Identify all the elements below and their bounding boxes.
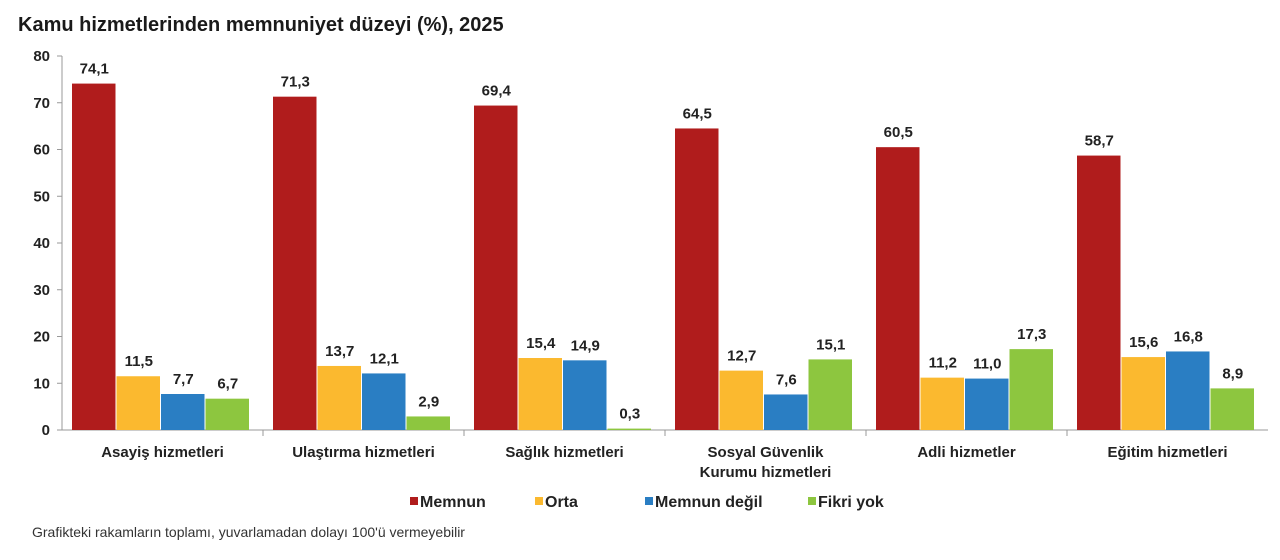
bar-orta [317, 365, 361, 430]
data-label: 71,3 [281, 74, 310, 91]
bar-fikri-yok [607, 428, 651, 430]
bar-memnun-değil [362, 373, 406, 430]
data-label: 2,9 [418, 393, 439, 410]
data-label: 17,3 [1017, 326, 1046, 343]
data-label: 7,6 [776, 371, 797, 388]
data-label: 13,7 [325, 343, 354, 360]
legend-label: Memnun değil [655, 494, 763, 511]
bar-orta [920, 377, 964, 430]
category-label: Asayiş hizmetleri [101, 444, 224, 461]
category-label: Sağlık hizmetleri [505, 444, 623, 461]
y-tick-label: 30 [33, 282, 50, 299]
bar-fikri-yok [808, 359, 852, 430]
data-label: 69,4 [482, 83, 512, 100]
bar-orta [518, 358, 562, 430]
bar-memnun-değil [1166, 351, 1210, 430]
bar-orta [1121, 357, 1165, 430]
category-label: Kurumu hizmetleri [700, 464, 832, 481]
y-tick-label: 70 [33, 95, 50, 112]
category-label: Sosyal Güvenlik [708, 444, 825, 461]
category-label: Ulaştırma hizmetleri [292, 444, 435, 461]
y-tick-label: 20 [33, 329, 50, 346]
legend-label: Orta [545, 494, 578, 511]
bar-memnun [876, 147, 920, 430]
bar-memnun [675, 128, 719, 430]
bar-fikri-yok [205, 398, 249, 430]
legend-swatch [535, 497, 543, 505]
bar-fikri-yok [1009, 349, 1053, 430]
bar-memnun [474, 105, 518, 431]
category-label: Eğitim hizmetleri [1107, 444, 1227, 461]
data-label: 7,7 [173, 371, 194, 388]
data-label: 11,2 [929, 355, 957, 372]
legend-swatch [645, 497, 653, 505]
legend-swatch [808, 497, 816, 505]
data-label: 14,9 [571, 337, 600, 354]
data-label: 60,5 [884, 124, 913, 141]
data-label: 8,9 [1222, 365, 1243, 382]
bar-memnun [72, 83, 116, 431]
bar-memnun-değil [161, 394, 205, 430]
legend-swatch [410, 497, 418, 505]
bar-memnun-değil [563, 360, 607, 430]
bar-memnun [1077, 155, 1121, 430]
y-tick-label: 0 [42, 422, 50, 439]
footnote: Grafikteki rakamların toplamı, yuvarlama… [32, 524, 465, 540]
category-label: Adli hizmetler [917, 444, 1016, 461]
legend-label: Fikri yok [818, 494, 884, 511]
data-label: 11,5 [125, 353, 153, 370]
data-label: 74,1 [80, 61, 109, 78]
data-label: 12,7 [727, 348, 756, 365]
data-label: 15,4 [526, 335, 556, 352]
bar-memnun [273, 96, 317, 431]
data-label: 15,6 [1129, 334, 1158, 351]
bar-fikri-yok [406, 416, 450, 430]
y-tick-label: 80 [33, 48, 50, 65]
chart-title: Kamu hizmetlerinden memnuniyet düzeyi (%… [18, 14, 504, 36]
y-tick-label: 50 [33, 188, 50, 205]
data-label: 16,8 [1174, 328, 1203, 345]
bar-fikri-yok [1210, 388, 1254, 430]
data-label: 11,0 [973, 356, 1001, 373]
y-tick-label: 60 [33, 142, 50, 159]
legend-label: Memnun [420, 494, 486, 511]
y-tick-label: 10 [33, 375, 50, 392]
bar-orta [116, 376, 160, 430]
data-label: 15,1 [816, 336, 845, 353]
data-label: 64,5 [683, 105, 712, 122]
data-label: 0,3 [619, 406, 640, 423]
bar-memnun-değil [965, 378, 1009, 430]
bar-memnun-değil [764, 394, 808, 430]
y-tick-label: 40 [33, 235, 50, 252]
data-label: 58,7 [1085, 133, 1114, 150]
data-label: 12,1 [370, 350, 399, 367]
data-label: 6,7 [217, 376, 238, 393]
bar-orta [719, 370, 763, 430]
